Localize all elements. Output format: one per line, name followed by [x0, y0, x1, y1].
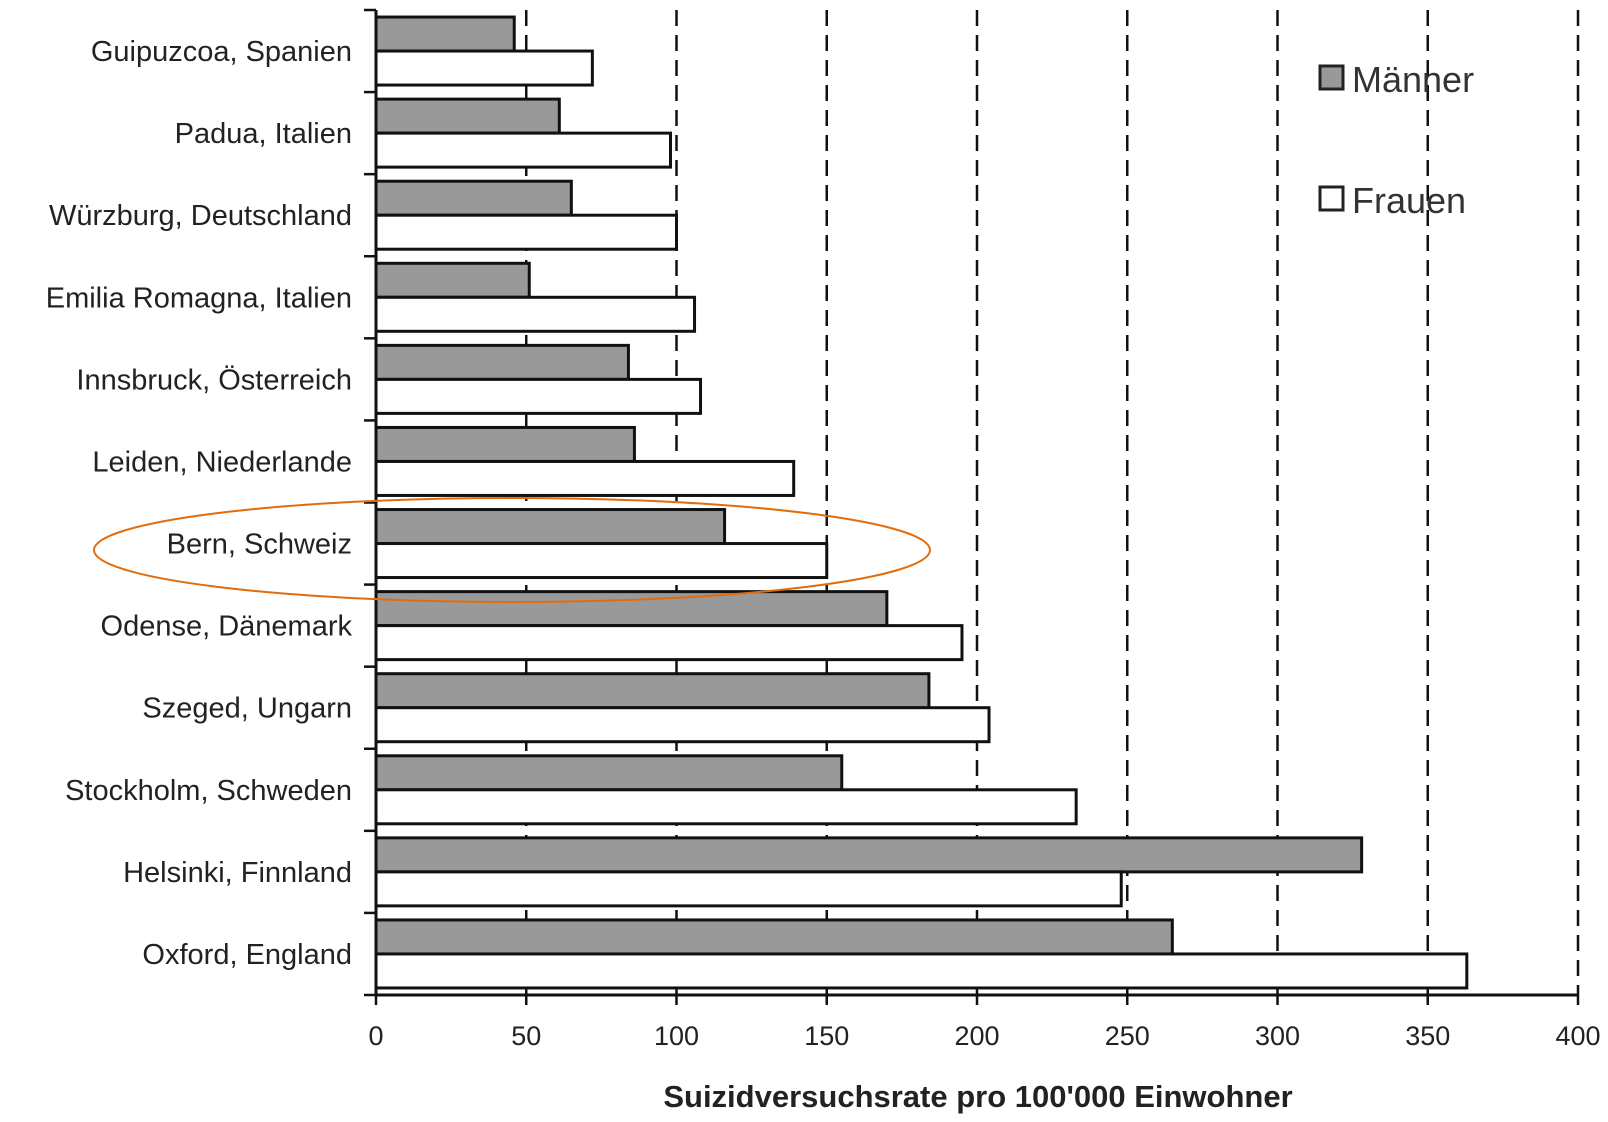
- x-tick-labels: 0 50 100 150 200 250 300 350 400: [368, 1021, 1600, 1051]
- bar-frauen: [374, 459, 796, 497]
- bar-frauen: [374, 624, 964, 662]
- category-label: Padua, Italien: [175, 118, 352, 150]
- x-tick-label: 150: [804, 1021, 849, 1051]
- bar-frauen: [374, 131, 672, 169]
- x-tick-label: 50: [511, 1021, 541, 1051]
- bar-maenner: [374, 261, 531, 299]
- bar-frauen: [374, 788, 1078, 826]
- category-label: Szeged, Ungarn: [142, 693, 352, 725]
- bar-maenner: [374, 97, 561, 135]
- bar-frauen: [374, 542, 829, 580]
- legend-swatch-frauen: [1318, 185, 1345, 212]
- bar-maenner: [374, 179, 573, 217]
- bar-frauen: [374, 377, 703, 415]
- bar-maenner: [374, 918, 1174, 956]
- x-tick-label: 250: [1105, 1021, 1150, 1051]
- category-label: Emilia Romagna, Italien: [46, 282, 352, 314]
- x-tick-label: 0: [368, 1021, 383, 1051]
- bar-maenner: [374, 590, 889, 628]
- x-tick-label: 100: [654, 1021, 699, 1051]
- x-tick-label: 350: [1405, 1021, 1450, 1051]
- bar-frauen: [374, 952, 1469, 990]
- bar-frauen: [374, 213, 678, 251]
- highlight-ellipse: [93, 497, 931, 603]
- bar-frauen: [374, 295, 697, 333]
- category-label: Stockholm, Schweden: [65, 775, 352, 807]
- bar-maenner: [374, 754, 844, 792]
- bar-maenner: [374, 425, 636, 463]
- category-label: Würzburg, Deutschland: [49, 200, 352, 232]
- category-labels: Guipuzcoa, Spanien Padua, Italien Würzburg…: [46, 36, 353, 971]
- legend-label-maenner: Männer: [1352, 59, 1474, 100]
- category-label: Bern, Schweiz: [167, 529, 352, 561]
- legend: Männer Frauen: [1318, 59, 1474, 221]
- legend-swatch-maenner: [1318, 64, 1345, 91]
- bar-maenner: [374, 836, 1364, 874]
- legend-label-frauen: Frauen: [1352, 180, 1466, 221]
- bar-maenner: [374, 672, 931, 710]
- category-label: Oxford, England: [142, 939, 352, 971]
- x-tick-label: 300: [1255, 1021, 1300, 1051]
- axes: [364, 8, 1580, 1005]
- bars: [374, 15, 1469, 990]
- x-tick-label: 400: [1555, 1021, 1600, 1051]
- category-label: Helsinki, Finnland: [123, 857, 352, 889]
- bar-frauen: [374, 706, 991, 744]
- category-label: Guipuzcoa, Spanien: [91, 36, 352, 68]
- bar-frauen: [374, 49, 594, 87]
- category-label: Odense, Dänemark: [101, 611, 353, 643]
- bar-maenner: [374, 15, 516, 53]
- category-label: Leiden, Niederlande: [92, 446, 352, 478]
- x-axis-title: Suizidversuchsrate pro 100'000 Einwohner: [663, 1079, 1292, 1114]
- bar-maenner: [374, 343, 630, 381]
- bar-frauen: [374, 870, 1123, 908]
- category-label: Innsbruck, Österreich: [76, 364, 352, 396]
- bar-maenner: [374, 508, 727, 546]
- gridlines: [525, 10, 1580, 995]
- x-tick-label: 200: [954, 1021, 999, 1051]
